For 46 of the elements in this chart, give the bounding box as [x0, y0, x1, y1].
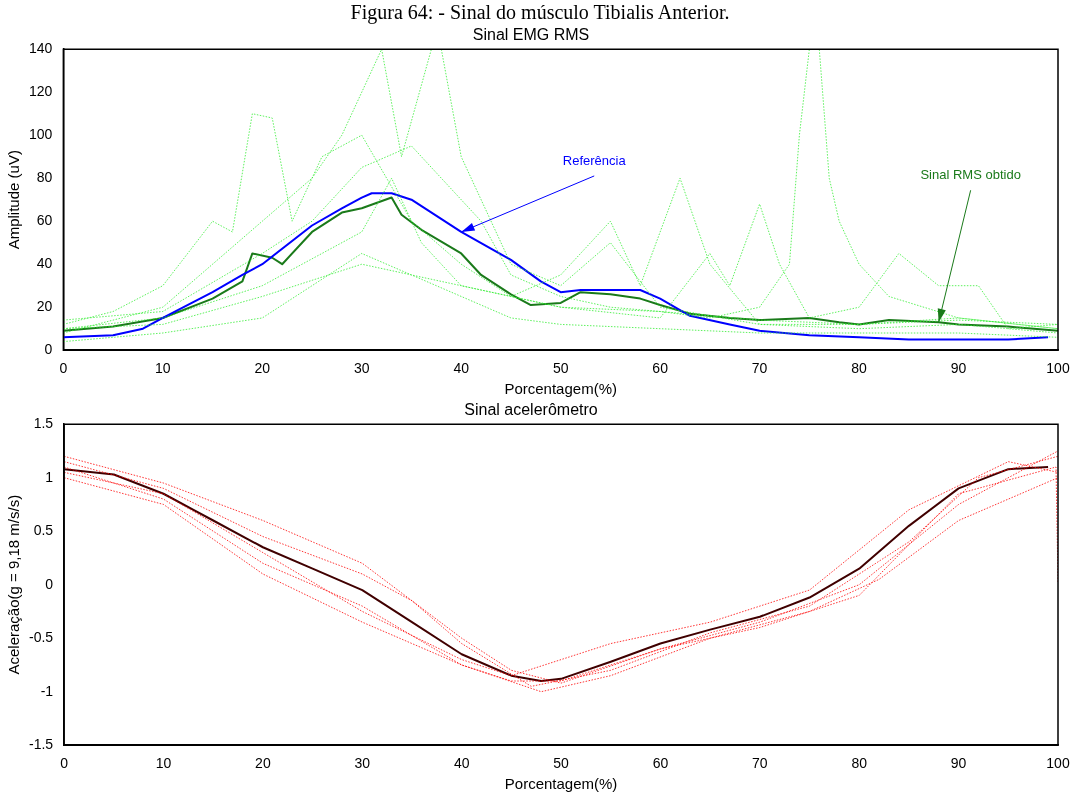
- x-tick-label: 100: [1046, 755, 1070, 772]
- y-tick-label: 1: [45, 468, 54, 485]
- x-tick-label: 90: [950, 360, 967, 377]
- annotation: Referência: [562, 153, 627, 169]
- y-tick-label: -1.5: [29, 736, 54, 753]
- y-tick-label: 40: [36, 255, 53, 272]
- x-tick-label: 0: [60, 755, 69, 772]
- chart-title: Sinal EMG RMS: [472, 26, 590, 44]
- x-tick-label: 50: [552, 360, 569, 377]
- y-axis-title: Amplitude (uV): [5, 150, 23, 250]
- x-axis-title: Porcentagem(%): [504, 380, 617, 398]
- x-tick-label: 40: [453, 360, 470, 377]
- x-tick-label: 40: [453, 755, 470, 772]
- annotation: Sinal RMS obtido: [920, 167, 1021, 183]
- x-tick-label: 70: [751, 360, 768, 377]
- x-tick-label: 0: [59, 360, 68, 377]
- y-tick-label: 80: [36, 169, 53, 186]
- y-tick-label: 0: [44, 341, 53, 358]
- x-tick-label: 80: [851, 360, 868, 377]
- x-tick-label: 60: [652, 360, 669, 377]
- text: Figura 64: - Sinal do músculo Tibialis Anterior.: [349, 0, 731, 24]
- x-axis-title: Porcentagem(%): [504, 775, 618, 793]
- x-tick-label: 10: [155, 360, 171, 377]
- y-tick-label: -0.5: [29, 629, 54, 646]
- y-tick-label: 100: [29, 126, 53, 143]
- y-tick-label: 1.5: [33, 415, 54, 432]
- chart-title: Sinal acelerômetro: [464, 401, 598, 419]
- x-tick-label: 100: [1046, 360, 1070, 377]
- x-tick-label: 80: [851, 755, 868, 772]
- x-tick-label: 50: [553, 755, 570, 772]
- x-tick-label: 60: [652, 755, 669, 772]
- x-tick-label: 70: [752, 755, 768, 772]
- y-axis-title: Aceleração(g = 9,18 m/s/s): [5, 494, 23, 675]
- y-tick-label: 140: [29, 40, 53, 57]
- x-tick-label: 90: [950, 755, 967, 772]
- y-tick-label: 0.5: [33, 522, 54, 539]
- y-tick-label: -1: [40, 682, 54, 699]
- x-tick-label: 20: [255, 755, 271, 772]
- y-tick-label: 120: [29, 83, 53, 100]
- x-tick-label: 30: [353, 360, 370, 377]
- x-tick-label: 20: [254, 360, 271, 377]
- y-tick-label: 60: [36, 212, 53, 229]
- y-tick-label: 20: [36, 298, 53, 315]
- x-tick-label: 30: [354, 755, 371, 772]
- x-tick-label: 10: [155, 755, 172, 772]
- y-tick-label: 0: [45, 575, 54, 592]
